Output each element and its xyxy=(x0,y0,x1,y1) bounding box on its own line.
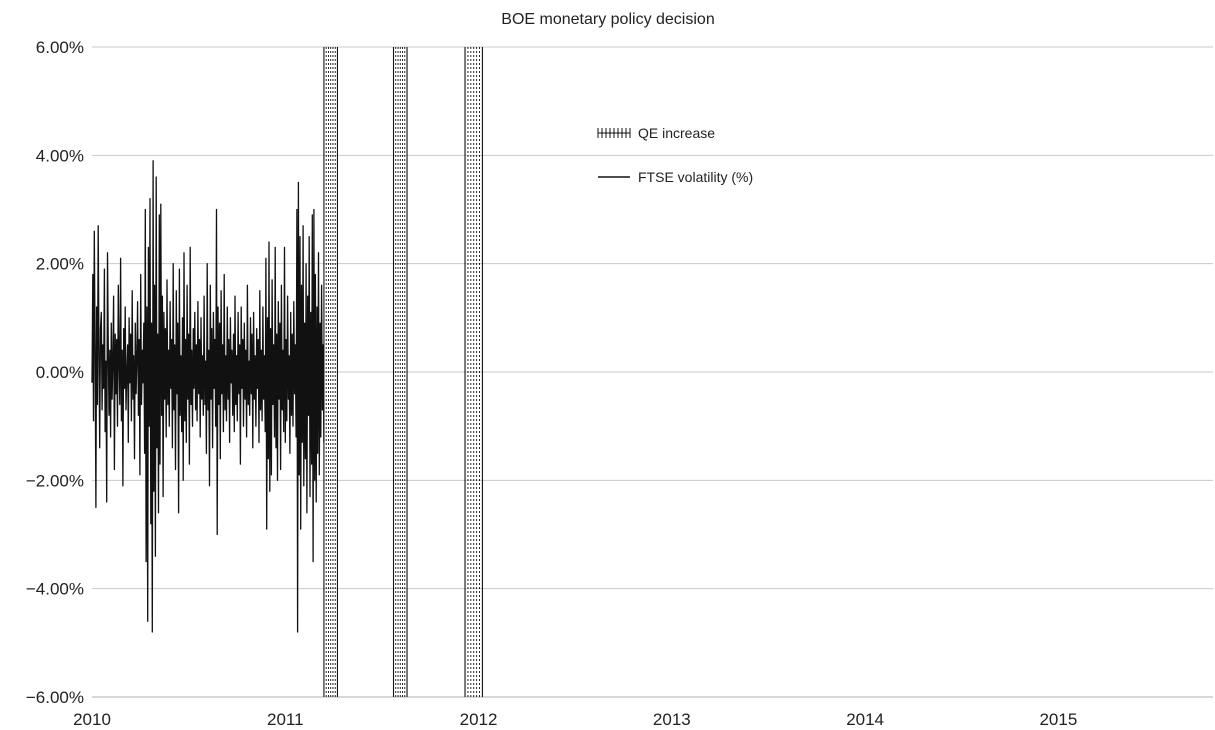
y-tick-label: 6.00% xyxy=(36,38,84,57)
legend: QE increase FTSE volatility (%) xyxy=(597,125,753,185)
qe-band xyxy=(464,47,483,697)
x-tick-label: 2010 xyxy=(73,710,111,729)
ftse-volatility-line xyxy=(91,160,325,633)
x-tick-label: 2012 xyxy=(460,710,498,729)
y-tick-label: 2.00% xyxy=(36,255,84,274)
y-tick-label: −4.00% xyxy=(26,580,84,599)
qe-band xyxy=(323,47,339,697)
x-axis: 2010 2011 2012 2013 2014 2015 xyxy=(73,710,1077,729)
chart-title: BOE monetary policy decision xyxy=(501,11,714,28)
series-layer xyxy=(91,160,325,633)
legend-item-ftse: FTSE volatility (%) xyxy=(598,169,753,185)
qe-bands xyxy=(323,47,483,697)
legend-qe-swatch xyxy=(597,128,631,138)
y-tick-label: 0.00% xyxy=(36,363,84,382)
legend-label-ftse: FTSE volatility (%) xyxy=(638,169,753,185)
y-tick-label: 4.00% xyxy=(36,146,84,165)
y-tick-label: −2.00% xyxy=(26,471,84,490)
x-tick-label: 2013 xyxy=(653,710,691,729)
y-tick-label: −6.00% xyxy=(26,688,84,707)
legend-item-qe: QE increase xyxy=(597,125,715,141)
legend-label-qe: QE increase xyxy=(638,125,715,141)
x-tick-label: 2015 xyxy=(1039,710,1077,729)
x-tick-label: 2011 xyxy=(267,710,304,729)
x-tick-label: 2014 xyxy=(846,710,884,729)
y-axis: 6.00% 4.00% 2.00% 0.00% −2.00% −4.00% −6.00% xyxy=(26,38,84,707)
qe-band xyxy=(392,47,408,697)
